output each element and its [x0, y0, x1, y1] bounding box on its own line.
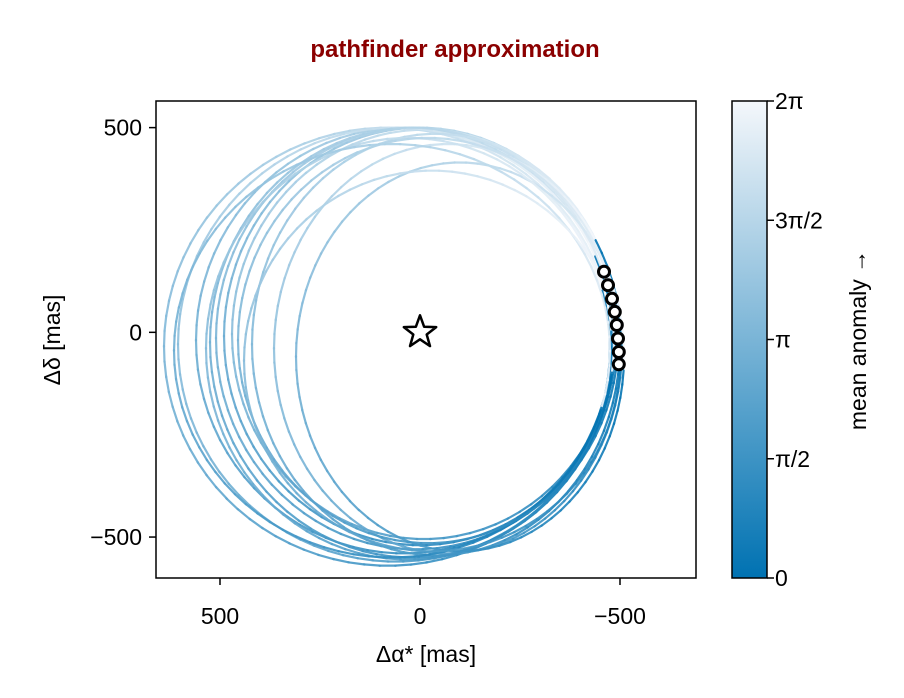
observation-point [605, 291, 619, 306]
star-marker [402, 314, 438, 348]
colorbar-label: mean anomaly → [845, 250, 871, 430]
colorbar [731, 100, 768, 579]
observation-point [611, 331, 625, 346]
observation-point [597, 264, 611, 279]
chart-title: pathfinder approximation [310, 36, 599, 63]
y-tick-label: −500 [90, 524, 142, 550]
observation-point [609, 318, 624, 332]
observation-point [611, 357, 626, 372]
colorbar-tick-label: 2π [775, 88, 804, 114]
x-tick-label: 500 [201, 603, 239, 629]
x-axis-ticks: 500 0 −500 [201, 578, 646, 629]
orbit-lines [162, 126, 626, 567]
colorbar-ticks: 0 π/2 π 3π/2 2π [767, 88, 823, 591]
y-tick-label: 0 [129, 319, 142, 345]
colorbar-tick-label: π [775, 327, 791, 353]
y-axis-label: Δδ [mas] [39, 295, 65, 386]
observation-point [611, 345, 626, 359]
x-tick-label: −500 [594, 603, 646, 629]
x-tick-label: 0 [414, 603, 427, 629]
colorbar-tick-label: 0 [775, 565, 788, 591]
y-axis-ticks: 500 0 −500 [90, 115, 156, 550]
x-axis-label: Δα* [mas] [376, 641, 476, 667]
observation-point [607, 304, 622, 319]
observation-point [601, 278, 615, 293]
orbit-13 [236, 136, 620, 545]
colorbar-tick-label: 3π/2 [775, 207, 823, 233]
colorbar-tick-label: π/2 [775, 446, 810, 472]
markers [402, 264, 626, 372]
plot-frame [155, 100, 697, 579]
orbit-12 [172, 143, 612, 559]
y-tick-label: 500 [104, 115, 142, 141]
orbit-14 [242, 169, 622, 553]
